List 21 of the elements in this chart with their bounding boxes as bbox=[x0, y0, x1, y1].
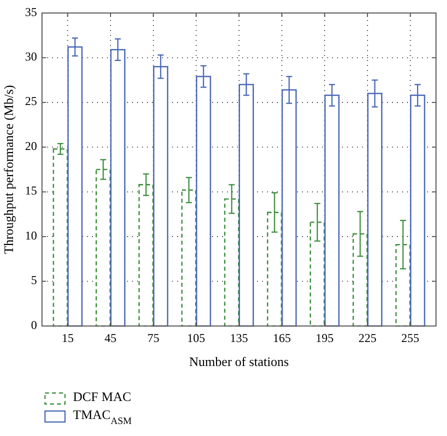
x-tick-label: 225 bbox=[358, 331, 376, 345]
x-tick-label: 45 bbox=[104, 331, 117, 345]
legend-label: TMAC$_{ASM}$ bbox=[73, 406, 132, 427]
legend-label: DCF MAC bbox=[73, 388, 132, 404]
y-tick-label: 10 bbox=[25, 228, 37, 242]
y-tick-label: 5 bbox=[31, 273, 37, 288]
x-tick-label: 105 bbox=[187, 331, 206, 345]
y-tick-label: 30 bbox=[25, 49, 37, 64]
x-tick-label: 195 bbox=[316, 331, 334, 345]
x-tick-label: 15 bbox=[62, 331, 74, 345]
y-tick-label: 0 bbox=[31, 318, 37, 332]
y-axis-title: Throughput performance (Mb/s) bbox=[1, 85, 16, 254]
x-axis-title: Number of stations bbox=[189, 354, 289, 369]
x-tick-label: 135 bbox=[230, 331, 248, 345]
x-tick-label: 165 bbox=[272, 331, 291, 345]
x-tick-label: 75 bbox=[147, 331, 160, 345]
x-tick-label: 255 bbox=[401, 331, 420, 345]
y-tick-label: 15 bbox=[25, 184, 37, 198]
y-tick-label: 20 bbox=[25, 138, 37, 153]
y-tick-label: 25 bbox=[25, 94, 37, 108]
y-tick-label: 35 bbox=[25, 4, 37, 19]
